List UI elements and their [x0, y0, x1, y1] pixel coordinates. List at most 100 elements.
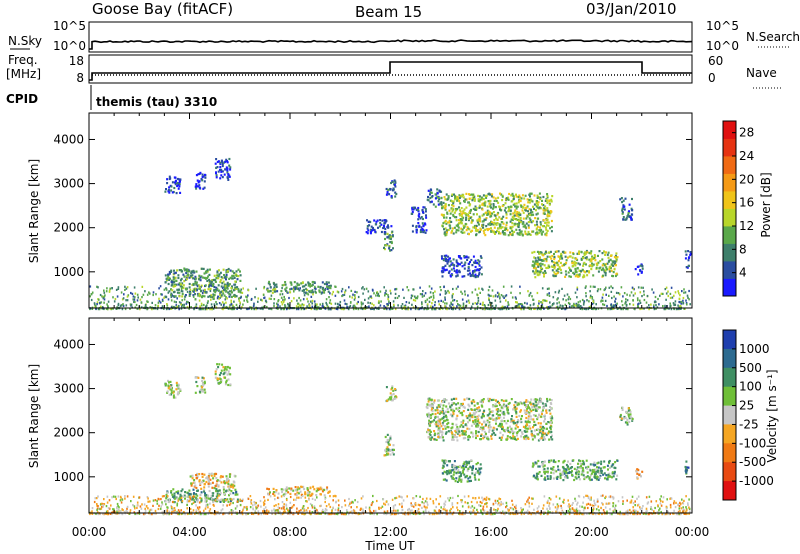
power-point: [210, 294, 213, 297]
velocity-point: [304, 492, 307, 495]
velocity-point: [480, 433, 483, 436]
velocity-point: [458, 477, 461, 480]
velocity-point: [306, 487, 309, 490]
power-point: [293, 286, 295, 289]
power-point: [604, 274, 607, 277]
velocity-point: [394, 397, 397, 400]
power-point: [508, 192, 511, 196]
velocity-point: [459, 404, 462, 407]
velocity-point: [532, 426, 534, 429]
power-point: [510, 285, 513, 288]
power-point: [627, 213, 630, 216]
power-point: [611, 286, 614, 290]
velocity-point: [428, 404, 431, 407]
power-point: [170, 307, 173, 310]
velocity-point: [192, 488, 195, 491]
velocity-point: [479, 426, 482, 429]
power-point: [463, 263, 466, 266]
power-point: [622, 218, 625, 221]
velocity-point: [480, 434, 482, 437]
power-point: [541, 225, 544, 228]
power-point: [555, 306, 558, 309]
velocity-point: [462, 468, 465, 471]
power-point: [475, 229, 478, 233]
power-point: [311, 280, 314, 284]
power-point: [223, 274, 225, 277]
power-point: [168, 175, 171, 178]
velocity-point: [489, 426, 492, 429]
power-point: [289, 288, 292, 291]
velocity-point: [228, 473, 231, 476]
power-point: [327, 290, 330, 293]
power-point: [100, 301, 103, 304]
velocity-point: [457, 469, 460, 472]
velocity-point: [230, 490, 233, 493]
power-point: [164, 295, 167, 298]
velocity-point: [519, 410, 522, 413]
power-point: [515, 193, 517, 196]
power-point: [430, 287, 433, 290]
power-point: [502, 215, 505, 218]
power-point: [303, 285, 306, 288]
power-point: [538, 229, 541, 232]
velocity-point: [201, 481, 204, 484]
power-point: [482, 197, 485, 201]
velocity-point: [478, 406, 480, 409]
power-point: [636, 297, 639, 300]
power-point: [174, 276, 177, 279]
power-point: [233, 307, 236, 311]
velocity-point: [450, 475, 453, 478]
power-point: [459, 219, 462, 223]
velocity-point: [491, 429, 494, 432]
velocity-point: [169, 384, 172, 387]
velocity-point: [452, 473, 455, 476]
velocity-point: [476, 402, 479, 405]
velocity-point: [491, 410, 494, 413]
velocity-point: [201, 386, 204, 389]
power-point: [147, 300, 149, 303]
velocity-point: [512, 419, 515, 422]
power-point: [590, 268, 593, 271]
power-point: [329, 292, 331, 295]
velocity-point: [536, 416, 539, 419]
power-point: [209, 295, 212, 298]
power-point: [323, 291, 326, 294]
velocity-point: [474, 420, 477, 423]
velocity-point: [437, 418, 440, 421]
power-point: [455, 216, 458, 219]
velocity-point: [524, 435, 527, 438]
velocity-point: [384, 435, 387, 439]
velocity-point: [465, 415, 468, 418]
velocity-point: [218, 479, 221, 482]
velocity-point: [298, 487, 301, 490]
power-point: [164, 190, 167, 193]
power-point: [140, 301, 143, 304]
power-point: [621, 212, 624, 215]
velocity-point: [187, 495, 190, 499]
velocity-point: [453, 397, 455, 400]
power-point: [170, 281, 173, 284]
velocity-point: [538, 400, 540, 403]
power-point: [570, 305, 573, 308]
power-point: [202, 276, 205, 279]
power-point: [557, 260, 560, 263]
velocity-point: [391, 386, 394, 390]
power-point: [687, 296, 689, 299]
noise-frame: [88, 21, 693, 53]
velocity-point: [505, 404, 507, 407]
power-point: [477, 301, 479, 304]
power-point: [438, 190, 441, 193]
power-point: [682, 302, 685, 305]
power-point: [363, 288, 366, 291]
power-point: [293, 281, 296, 284]
velocity-point: [225, 481, 228, 484]
power-point: [267, 290, 269, 293]
velocity-point: [497, 424, 500, 428]
power-point: [372, 228, 375, 231]
power-point: [203, 276, 206, 279]
power-point: [458, 308, 461, 311]
power-point: [490, 195, 493, 198]
power-point: [467, 262, 470, 265]
power-point: [448, 221, 451, 224]
velocity-point: [475, 425, 478, 428]
